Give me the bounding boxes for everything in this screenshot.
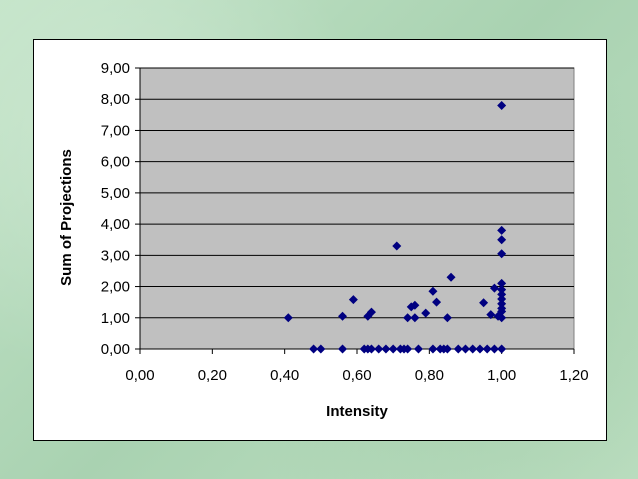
data-point <box>410 300 420 310</box>
y-tick-label: 3,00 <box>101 247 130 264</box>
plot-area <box>139 67 575 350</box>
data-point <box>479 298 489 308</box>
data-point <box>497 100 507 110</box>
data-point <box>366 344 376 354</box>
x-tick-label: 0,20 <box>198 367 227 384</box>
data-point <box>366 307 376 317</box>
data-point <box>410 313 420 323</box>
data-point <box>489 283 499 293</box>
y-tick-label: 5,00 <box>101 185 130 202</box>
data-point <box>413 344 423 354</box>
data-point <box>381 344 391 354</box>
data-point <box>392 241 402 251</box>
data-point <box>497 285 507 295</box>
x-tick-label: 1,00 <box>487 367 516 384</box>
data-point <box>374 344 384 354</box>
data-point <box>486 310 496 320</box>
data-point <box>316 344 326 354</box>
data-point <box>453 344 463 354</box>
data-point <box>497 294 507 304</box>
data-point <box>309 344 319 354</box>
data-point <box>461 344 470 354</box>
data-point <box>403 344 413 354</box>
data-point <box>475 344 485 354</box>
data-point <box>497 299 507 309</box>
data-point <box>442 344 452 354</box>
y-tick-label: 7,00 <box>101 122 130 139</box>
data-point <box>432 297 442 307</box>
x-tick-label: 1,20 <box>559 367 588 384</box>
data-point <box>497 289 507 299</box>
data-point <box>497 225 507 235</box>
data-point <box>428 344 438 354</box>
data-point <box>497 249 507 259</box>
x-tick-label: 0,00 <box>125 367 154 384</box>
y-tick-label: 2,00 <box>101 279 130 296</box>
y-tick-label: 6,00 <box>101 154 130 171</box>
data-point <box>348 295 358 305</box>
y-tick-label: 9,00 <box>101 60 130 77</box>
data-point <box>468 344 478 354</box>
data-point <box>497 313 507 323</box>
x-tick-label: 0,80 <box>415 367 444 384</box>
data-point <box>421 308 431 318</box>
data-point <box>428 286 438 296</box>
x-tick-label: 0,60 <box>342 367 371 384</box>
data-point <box>497 278 507 288</box>
data-point <box>446 272 456 282</box>
data-point <box>388 344 398 354</box>
data-point <box>403 313 413 323</box>
data-point <box>338 344 348 354</box>
data-point <box>489 344 499 354</box>
x-tick-label: 0,40 <box>270 367 299 384</box>
chart-frame: 0,00 1,00 2,00 3,00 4,00 5,00 6,00 7,00 8,00 9,00… <box>33 39 607 441</box>
y-tick-label: 1,00 <box>101 310 130 327</box>
data-point <box>497 235 507 245</box>
data-point <box>497 307 507 317</box>
y-tick-label: 4,00 <box>101 216 130 233</box>
y-tick-label: 8,00 <box>101 91 130 108</box>
data-point <box>283 313 293 323</box>
data-point <box>442 313 452 323</box>
x-axis-title: Intensity <box>326 403 388 420</box>
data-point <box>482 344 492 354</box>
scatter-chart: 0,00 1,00 2,00 3,00 4,00 5,00 6,00 7,00 8,00 9,00… <box>58 60 589 420</box>
y-axis-title: Sum of Projections <box>58 149 75 286</box>
data-point <box>497 344 507 354</box>
data-point <box>338 311 348 321</box>
y-tick-label: 0,00 <box>101 341 130 358</box>
